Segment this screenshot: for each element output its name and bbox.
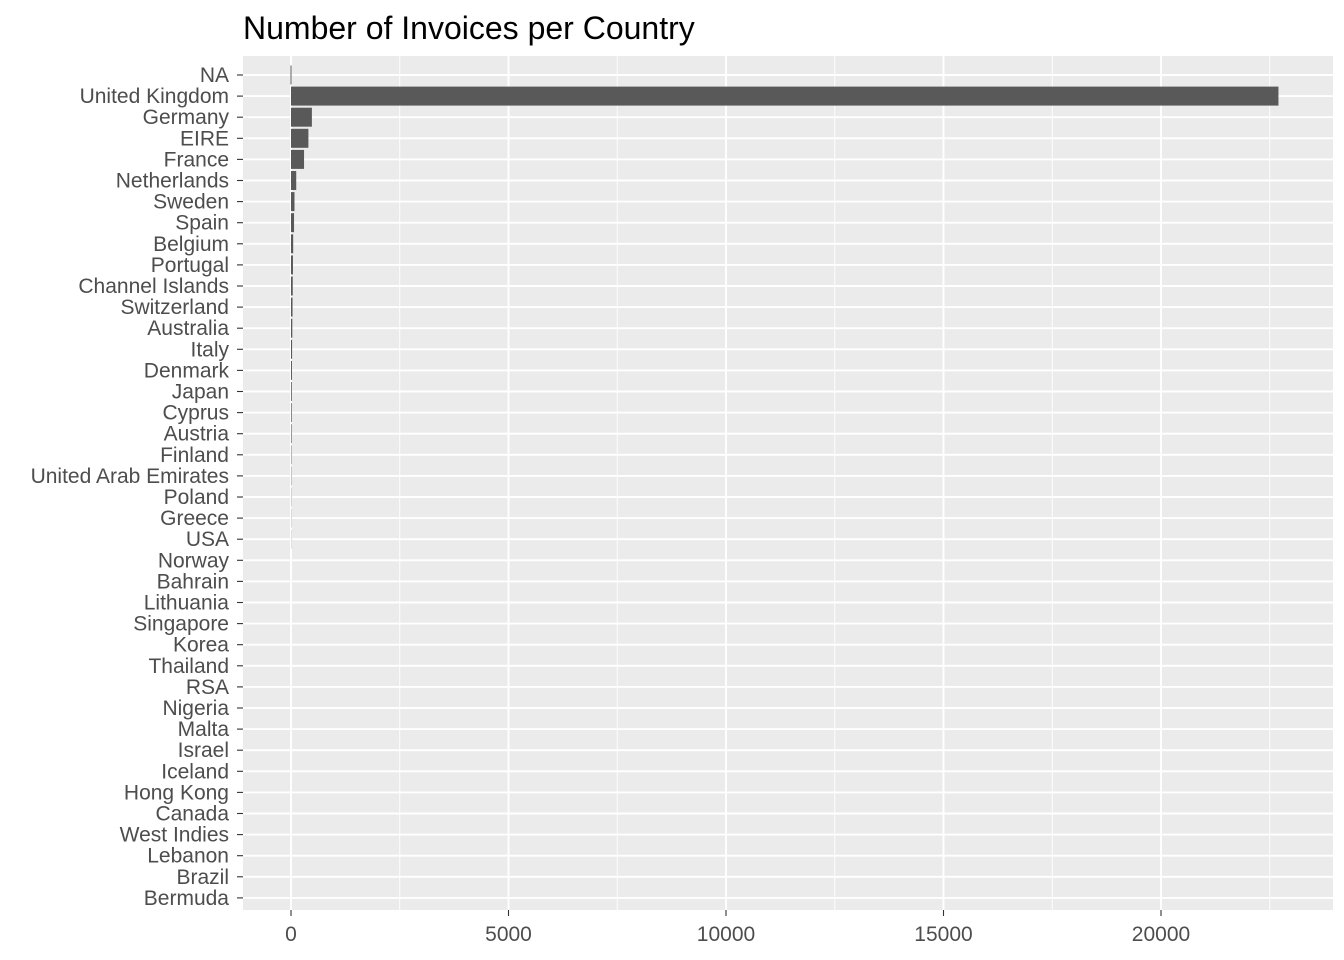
y-tick-label: Iceland [161,760,229,783]
y-tick-label: Netherlands [116,170,229,193]
y-tick-label: Channel Islands [78,275,229,298]
y-tick-label: Bermuda [144,887,230,910]
bar [291,382,292,401]
x-tick-label: 5000 [485,923,532,946]
y-tick-label: Spain [175,212,229,235]
y-tick-label: Italy [190,338,229,361]
y-tick-label: Canada [155,803,229,826]
y-tick-label: Bahrain [157,570,229,593]
bar [291,192,295,212]
bar [291,213,295,233]
bar [291,128,309,148]
y-tick-label: Germany [143,106,230,129]
y-tick-label: Lebanon [147,845,229,868]
chart-title: Number of Invoices per Country [243,10,695,46]
y-tick-label: Thailand [148,655,229,678]
y-tick-label: Cyprus [162,402,229,425]
y-tick-label: Finland [160,444,229,467]
plot-panel [243,56,1333,910]
y-tick-label: Austria [164,423,230,446]
y-tick-label: Lithuania [144,592,230,615]
bar [291,234,294,254]
y-tick-label: RSA [186,676,229,699]
y-tick-label: Norway [158,549,230,572]
y-tick-label: Denmark [144,359,230,382]
bar [291,339,293,359]
bars [290,65,1279,549]
y-tick-label: Japan [172,381,229,404]
bar [291,255,293,275]
bar [291,360,292,380]
y-tick-label: France [164,148,229,171]
y-tick-label: Portugal [151,254,229,277]
bar [291,171,297,190]
y-tick-label: Australia [147,317,229,340]
major-gridlines [243,56,1333,910]
x-tick-label: 15000 [914,923,972,946]
x-tick-label: 0 [285,923,297,946]
bar [290,65,292,85]
y-tick-label: West Indies [120,824,229,847]
y-tick-label: USA [186,528,229,551]
y-tick-label: United Kingdom [80,85,229,108]
bar [291,149,305,169]
y-tick-label: Malta [178,718,230,741]
y-tick-label: Israel [178,739,229,762]
y-tick-label: Korea [173,634,229,657]
bar [291,318,293,338]
bar [291,297,293,317]
y-tick-label: Hong Kong [124,781,229,804]
bar [291,424,292,444]
x-tick-label: 10000 [697,923,755,946]
y-tick-label: Poland [164,486,229,509]
y-tick-label: Belgium [153,233,229,256]
bar [291,276,293,296]
y-tick-label: Brazil [176,866,229,889]
y-tick-label: Sweden [153,191,229,214]
y-tick-label: Greece [160,507,229,530]
x-tick-label: 20000 [1132,923,1190,946]
x-axis: 0 5000 10000 15000 20000 [285,910,1190,946]
bar [291,403,292,423]
y-tick-label: NA [200,64,229,87]
bar [291,86,1279,106]
y-tick-label: Singapore [133,613,229,636]
y-tick-label: United Arab Emirates [31,465,229,488]
y-tick-label: EIRE [180,127,229,150]
y-tick-label: Nigeria [162,697,229,720]
minor-gridlines [399,56,1271,910]
bar [291,107,312,127]
y-tick-label: Switzerland [120,296,229,319]
